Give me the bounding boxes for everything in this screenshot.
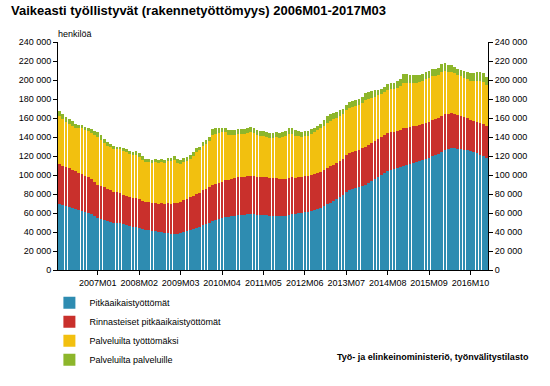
svg-text:60 000: 60 000 bbox=[24, 208, 52, 218]
svg-text:0: 0 bbox=[495, 265, 500, 275]
svg-text:60 000: 60 000 bbox=[495, 208, 523, 218]
svg-text:140 000: 140 000 bbox=[19, 132, 52, 142]
svg-text:200 000: 200 000 bbox=[495, 75, 528, 85]
svg-text:0: 0 bbox=[46, 265, 51, 275]
svg-text:80 000: 80 000 bbox=[24, 189, 52, 199]
svg-text:180 000: 180 000 bbox=[19, 94, 52, 104]
svg-text:Rinnasteiset pitkäaikaistyöttö: Rinnasteiset pitkäaikaistyöttömät bbox=[89, 317, 221, 327]
svg-text:Vaikeasti työllistyvät (rakenn: Vaikeasti työllistyvät (rakennetyöttömyy… bbox=[11, 3, 386, 18]
svg-text:220 000: 220 000 bbox=[19, 56, 52, 66]
svg-text:2016M10: 2016M10 bbox=[452, 278, 490, 288]
svg-text:20 000: 20 000 bbox=[24, 246, 52, 256]
svg-text:2015M09: 2015M09 bbox=[410, 278, 448, 288]
svg-text:20 000: 20 000 bbox=[495, 246, 523, 256]
svg-text:180 000: 180 000 bbox=[495, 94, 528, 104]
svg-text:Työ- ja elinkeinoministeriö, t: Työ- ja elinkeinoministeriö, työnvälitys… bbox=[337, 352, 529, 362]
svg-text:2012M06: 2012M06 bbox=[286, 278, 324, 288]
svg-text:240 000: 240 000 bbox=[495, 37, 528, 47]
svg-text:40 000: 40 000 bbox=[495, 227, 523, 237]
svg-text:henkilöä: henkilöä bbox=[58, 29, 92, 39]
svg-text:160 000: 160 000 bbox=[495, 113, 528, 123]
svg-text:2014M08: 2014M08 bbox=[369, 278, 407, 288]
svg-text:2010M04: 2010M04 bbox=[203, 278, 241, 288]
svg-text:80 000: 80 000 bbox=[495, 189, 523, 199]
svg-text:2011M05: 2011M05 bbox=[245, 278, 282, 288]
svg-text:240 000: 240 000 bbox=[19, 37, 52, 47]
svg-text:2009M03: 2009M03 bbox=[162, 278, 200, 288]
svg-text:2013M07: 2013M07 bbox=[327, 278, 365, 288]
svg-text:200 000: 200 000 bbox=[19, 75, 52, 85]
svg-text:120 000: 120 000 bbox=[495, 151, 528, 161]
svg-text:220 000: 220 000 bbox=[495, 56, 528, 66]
svg-text:140 000: 140 000 bbox=[495, 132, 528, 142]
svg-text:Palveluilta työttömäksi: Palveluilta työttömäksi bbox=[89, 336, 178, 346]
svg-text:120 000: 120 000 bbox=[19, 151, 52, 161]
svg-text:160 000: 160 000 bbox=[19, 113, 52, 123]
svg-text:100 000: 100 000 bbox=[19, 170, 52, 180]
svg-text:Palveluilta palveluille: Palveluilta palveluille bbox=[89, 355, 172, 365]
svg-text:2008M02: 2008M02 bbox=[120, 278, 158, 288]
svg-text:2007M01: 2007M01 bbox=[79, 278, 117, 288]
svg-text:Pitkäaikaistyöttömät: Pitkäaikaistyöttömät bbox=[89, 298, 170, 308]
svg-text:40 000: 40 000 bbox=[24, 227, 52, 237]
svg-text:100 000: 100 000 bbox=[495, 170, 528, 180]
